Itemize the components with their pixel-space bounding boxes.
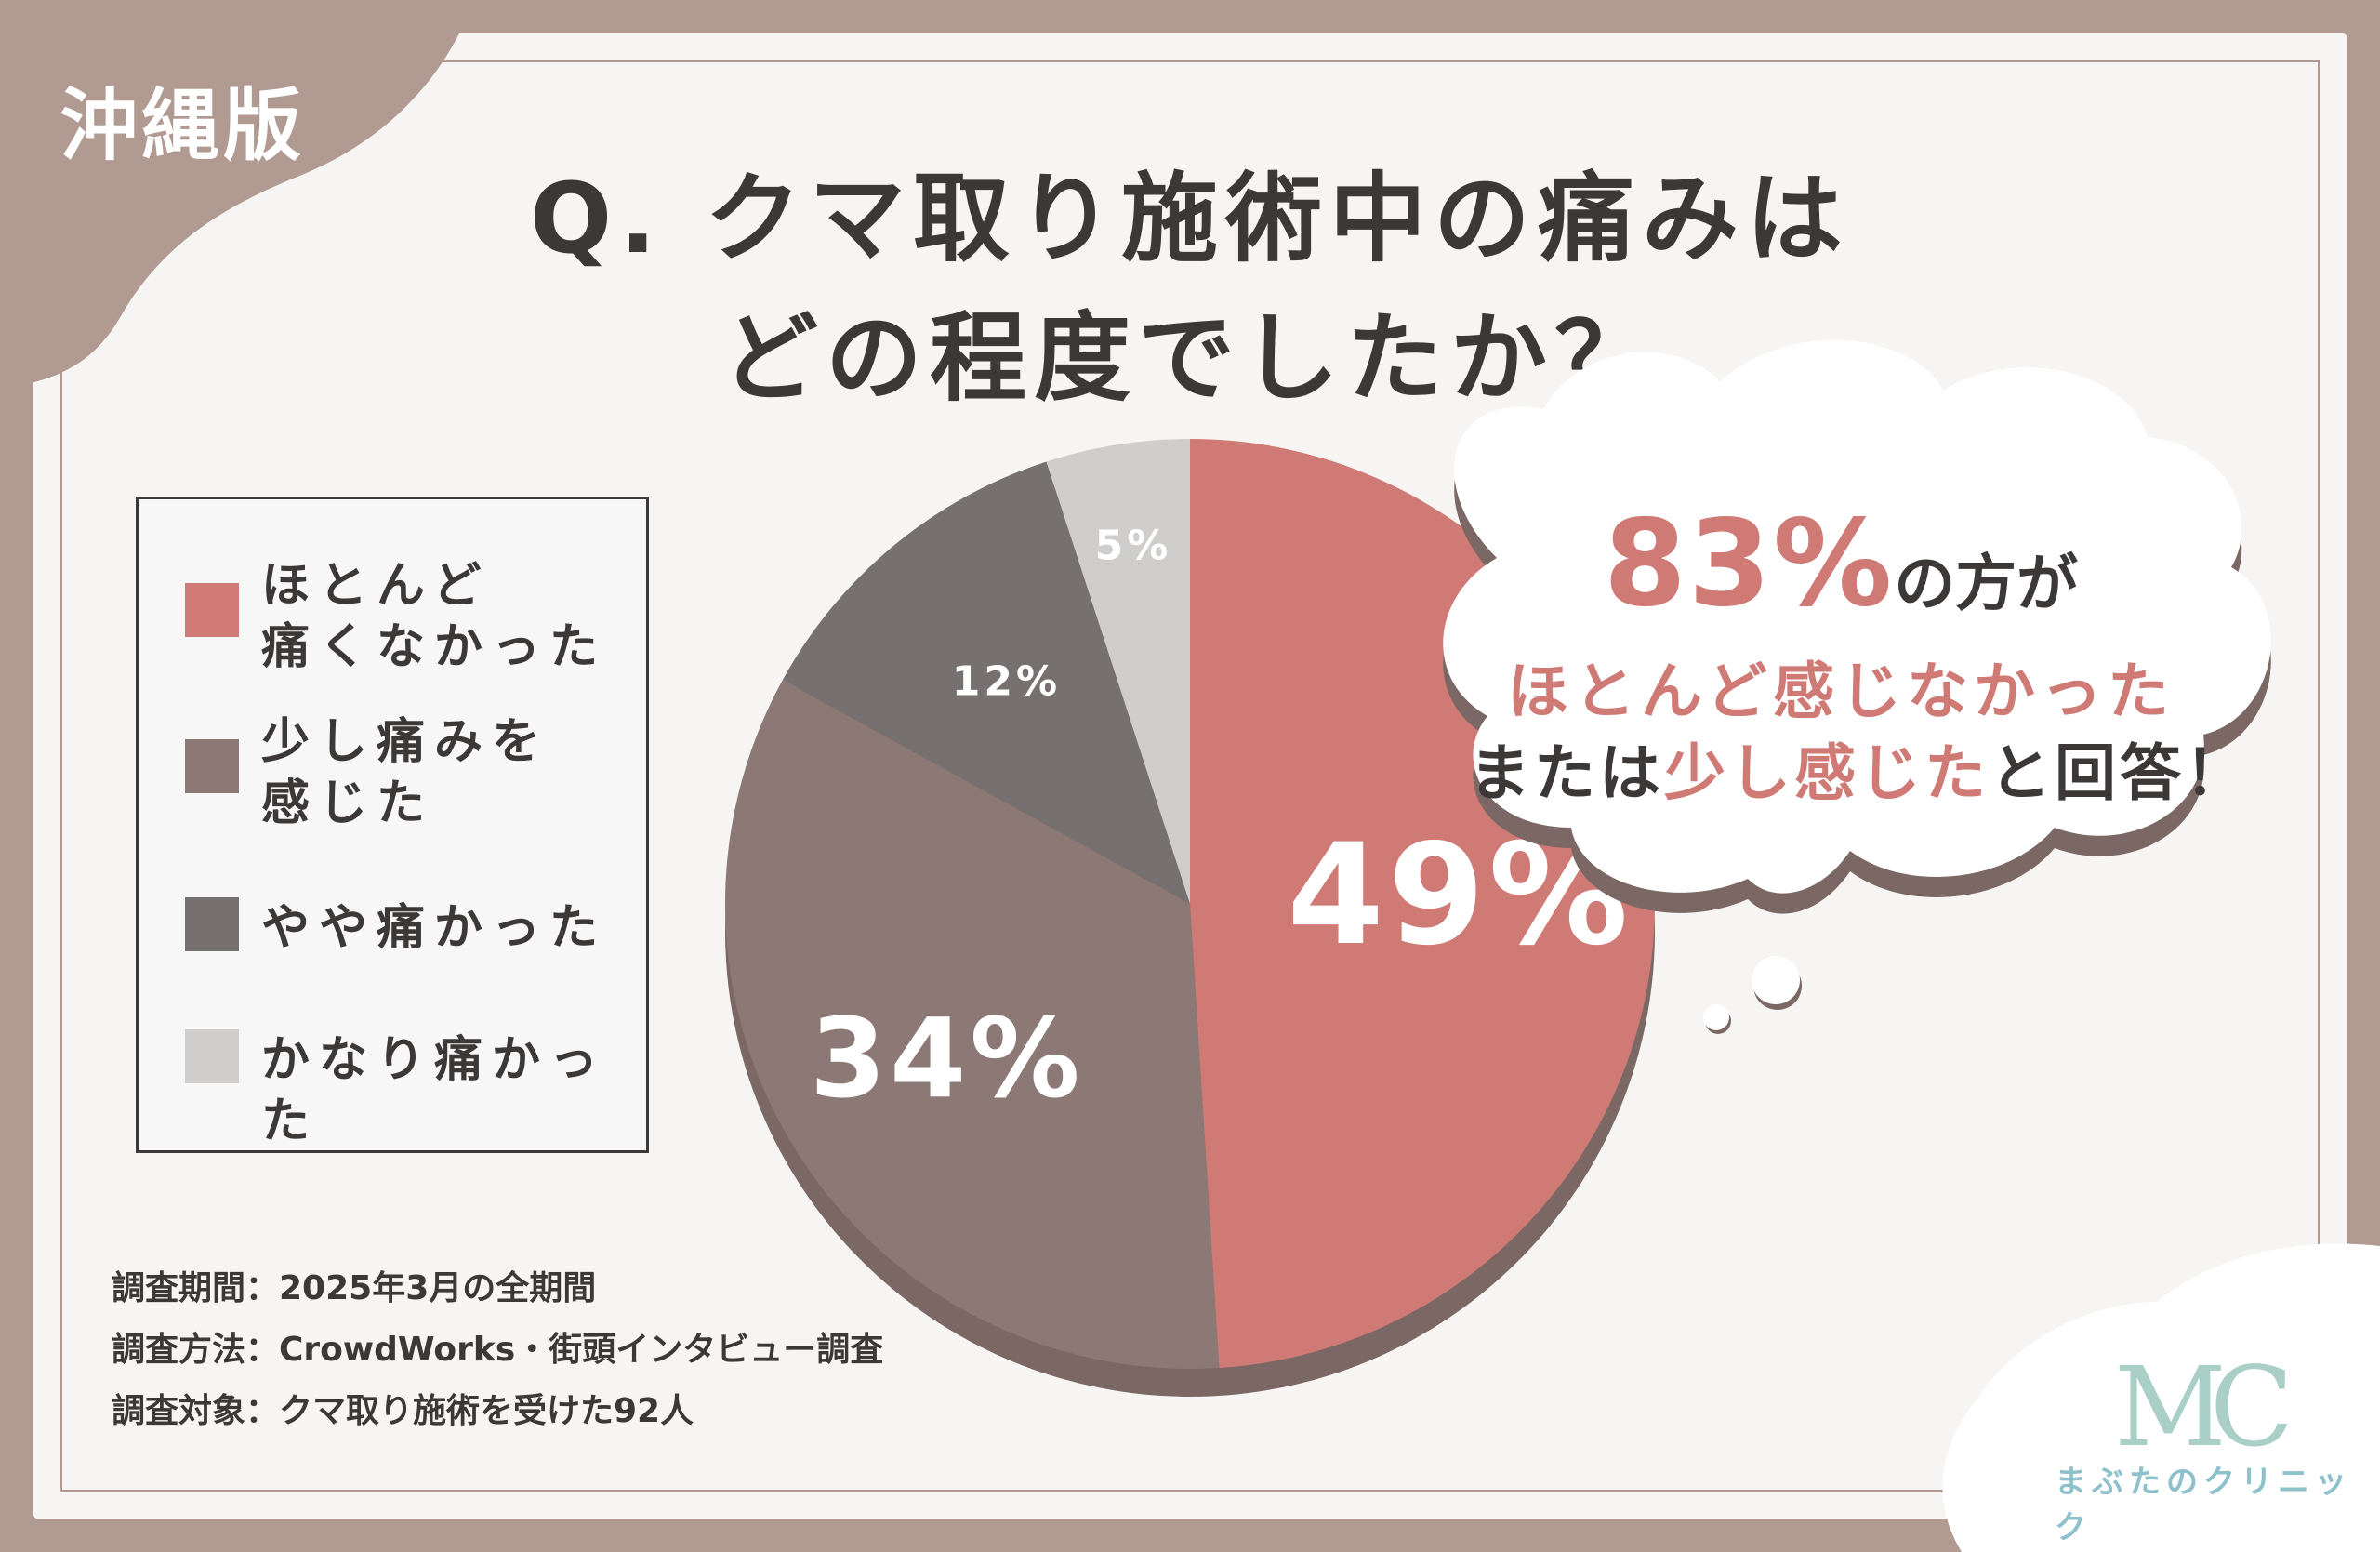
legend-item-1: 少し痛みを 感じた (185, 711, 615, 834)
region-tag: 沖縄版 (60, 80, 306, 171)
legend-item-3: かなり痛かった (185, 1029, 615, 1152)
pie-slice-1 (725, 680, 1220, 1369)
survey-period: 調査期間：2025年3月の全期間 (112, 1269, 597, 1307)
legend-label-2-line1: やや痛かった (261, 900, 608, 956)
pie-slice-label-3: 5% (1094, 522, 1172, 570)
legend-label-1: 少し痛みを 感じた (261, 711, 615, 834)
survey-method: 調査方法：CrowdWorks・街頭インタビュー調査 (112, 1331, 884, 1369)
pie-slice-label-2: 12% (951, 657, 1062, 706)
survey-target: 調査対象：クマ取り施術を受けた92人 (112, 1392, 694, 1430)
legend-label-0: ほとんど 痛くなかった (261, 555, 615, 678)
legend-label-1-line2: 感じた (261, 776, 435, 831)
legend-label-2: やや痛かった (261, 897, 615, 959)
chart-legend: ほとんど 痛くなかった 少し痛みを 感じた やや痛かった かなり痛かった (136, 497, 649, 1153)
page-title-line-1: Q. クマ取り施術中の痛みは (529, 162, 1851, 275)
bubble-line-3-a: または (1469, 737, 1664, 809)
bubble-line-3-highlight: 少し感じた (1664, 737, 1990, 809)
legend-label-0-line2: 痛くなかった (261, 619, 608, 675)
clinic-logo-mark: MC (2114, 1343, 2294, 1471)
legend-label-1-line1: 少し痛みを (261, 714, 550, 770)
legend-swatch-0 (185, 583, 239, 637)
legend-swatch-3 (185, 1029, 239, 1083)
legend-swatch-2 (185, 897, 239, 951)
bubble-line-3: または少し感じたと回答！ (1450, 723, 2268, 813)
bubble-headline: 83%の方が (1469, 495, 2213, 633)
bubble-headline-rest: の方が (1894, 548, 2079, 619)
pie-slice-label-1: 34% (810, 994, 1084, 1123)
legend-item-0: ほとんど 痛くなかった (185, 555, 615, 678)
bubble-big-percent: 83% (1603, 495, 1895, 633)
legend-label-0-line1: ほとんど (261, 558, 491, 614)
pie-slice-3 (1046, 439, 1190, 904)
bubble-line-2: ほとんど感じなかった (1506, 656, 2175, 727)
legend-label-3-line1: かなり痛かった (261, 1032, 608, 1149)
bubble-line-3-b: と回答！ (1990, 737, 2250, 809)
clinic-logo-name: まぶたのクリニック (2055, 1464, 2352, 1546)
pie-slice-2 (782, 461, 1190, 904)
legend-swatch-1 (185, 739, 239, 793)
page-title-line-2: どの程度でしたか？ (721, 301, 1659, 415)
legend-label-3: かなり痛かった (261, 1029, 615, 1152)
legend-item-2: やや痛かった (185, 897, 615, 959)
corner-decoration (0, 0, 474, 389)
